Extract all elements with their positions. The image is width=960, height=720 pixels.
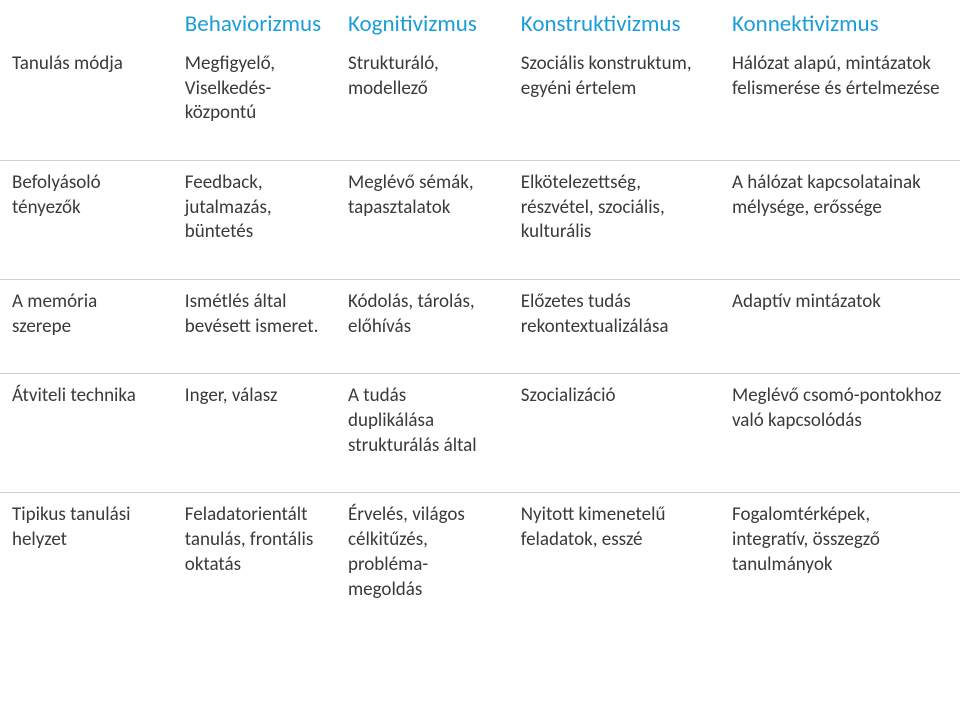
cell-2-1: Kódolás, tárolás, előhívás (336, 280, 509, 374)
row-label-0: Tanulás módja (0, 42, 173, 161)
cell-1-3: A hálózat kapcsolatainak mélysége, erőss… (720, 161, 960, 280)
row-label-4: Tipikus tanulási helyzet (0, 493, 173, 612)
cell-3-0: Inger, válasz (173, 374, 336, 493)
row-label-3: Átviteli technika (0, 374, 173, 493)
header-blank (0, 0, 173, 42)
cell-0-0: Megfigyelő, Viselkedés-központú (173, 42, 336, 161)
cell-2-3: Adaptív mintázatok (720, 280, 960, 374)
cell-3-1: A tudás duplikálása strukturálás által (336, 374, 509, 493)
cell-1-0: Feedback, jutalmazás, büntetés (173, 161, 336, 280)
cell-4-0: Feladatorientált tanulás, frontális okta… (173, 493, 336, 612)
cell-4-1: Érvelés, világos célkitűzés, probléma-me… (336, 493, 509, 612)
cell-3-2: Szocializáció (509, 374, 720, 493)
cell-0-2: Szociális konstruktum, egyéni értelem (509, 42, 720, 161)
cell-3-3: Meglévő csomó-pontokhoz való kapcsolódás (720, 374, 960, 493)
cell-0-1: Strukturáló, modellező (336, 42, 509, 161)
col-header-1: Behaviorizmus (173, 0, 336, 42)
row-label-2: A memória szerepe (0, 280, 173, 374)
cell-1-1: Meglévő sémák, tapasztalatok (336, 161, 509, 280)
row-label-1: Befolyásoló tényezők (0, 161, 173, 280)
cell-0-3: Hálózat alapú, mintázatok felismerése és… (720, 42, 960, 161)
col-header-2: Kognitivizmus (336, 0, 509, 42)
col-header-4: Konnektivizmus (720, 0, 960, 42)
cell-2-0: Ismétlés által bevésett ismeret. (173, 280, 336, 374)
cell-1-2: Elkötelezettség, részvétel, szociális, k… (509, 161, 720, 280)
cell-2-2: Előzetes tudás rekontextualizálása (509, 280, 720, 374)
cell-4-2: Nyitott kimenetelű feladatok, esszé (509, 493, 720, 612)
cell-4-3: Fogalomtérképek, integratív, összegző ta… (720, 493, 960, 612)
col-header-3: Konstruktivizmus (509, 0, 720, 42)
comparison-table: Behaviorizmus Kognitivizmus Konstruktivi… (0, 0, 960, 612)
